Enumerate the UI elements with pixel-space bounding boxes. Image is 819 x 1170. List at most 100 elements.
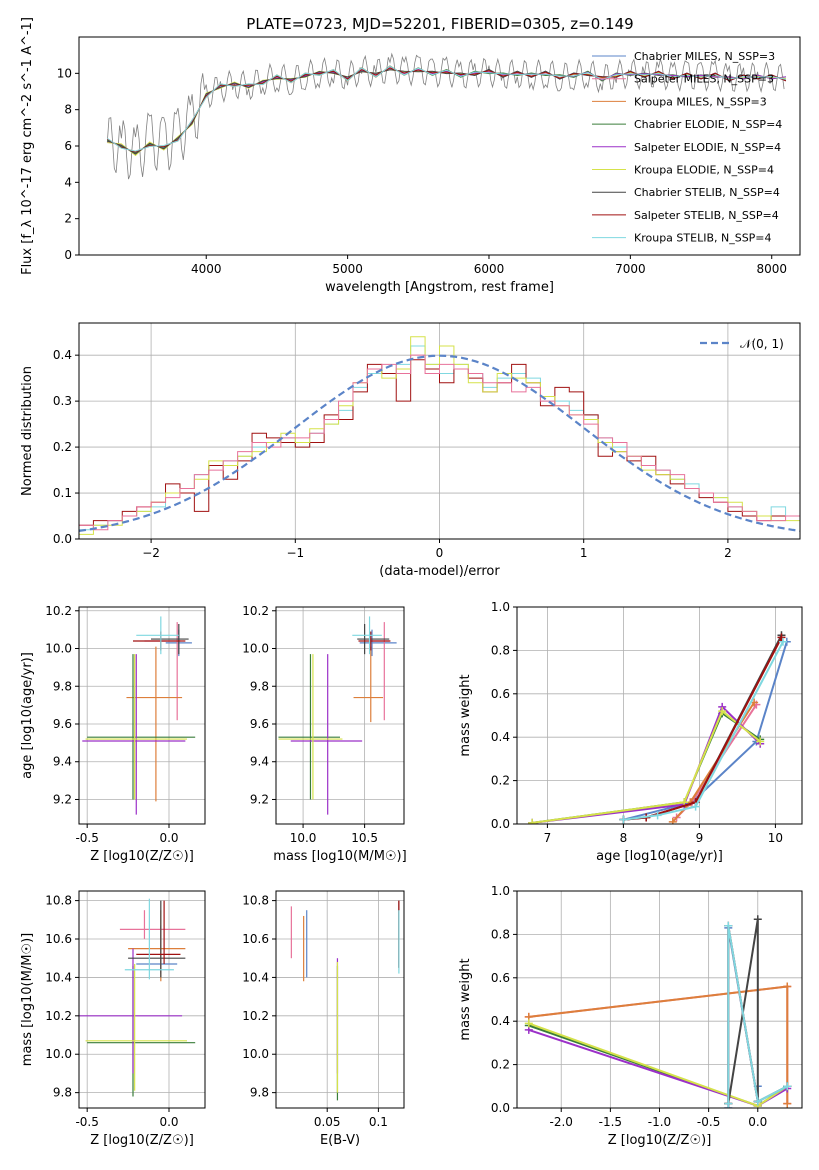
x-tick-label: 5000 — [332, 262, 363, 276]
y-tick-label: 10.8 — [242, 894, 269, 908]
ticks: 10.0 10.5 9.2 9.4 9.6 9.8 10.0 10.2 — [242, 604, 378, 845]
series-marker — [783, 1099, 792, 1108]
legend-label: Kroupa MILES, N_SSP=3 — [634, 95, 767, 108]
panel-mass_vs_Z: -0.5 0.0 9.8 10.0 10.2 10.4 10.6 10.8 Z [log10(Z… — [20, 890, 206, 1148]
y-tick-label: 9.4 — [53, 755, 72, 769]
series-marker — [783, 982, 792, 991]
x-tick-label: 8000 — [756, 262, 787, 276]
series-line — [532, 705, 761, 824]
legend-label: Chabrier ELODIE, N_SSP=4 — [634, 118, 782, 131]
ticks: 0.05 0.1 9.8 10.0 10.2 10.4 10.6 10.8 — [242, 894, 388, 1129]
x-tick-label: 9 — [696, 831, 704, 845]
y-tick-label: 0.2 — [53, 440, 72, 454]
y-tick-label: 1.0 — [491, 600, 510, 614]
y-tick-label: 10.8 — [45, 894, 72, 908]
x-axis-label: wavelength [Angstrom, rest frame] — [325, 280, 554, 295]
series-marker — [756, 737, 765, 746]
x-tick-label: 10.0 — [290, 831, 317, 845]
y-tick-label: 6 — [64, 139, 72, 153]
plot-area — [79, 336, 800, 539]
y-tick-label: 8 — [64, 103, 72, 117]
x-tick-label: -1.5 — [599, 1115, 622, 1129]
ticks: -0.5 0.0 9.2 9.4 9.6 9.8 10.0 10.2 — [45, 604, 178, 845]
y-tick-label: 9.4 — [250, 755, 269, 769]
y-tick-label: 10 — [57, 66, 72, 80]
plot-area — [524, 915, 792, 1108]
y-tick-label: 0.0 — [491, 817, 510, 831]
series-marker — [691, 802, 700, 811]
data-series-line — [106, 52, 785, 180]
y-tick-label: 9.8 — [250, 1086, 269, 1100]
y-tick-label: 10.0 — [45, 642, 72, 656]
x-axis-label: Z [log10(Z/Z☉)] — [608, 1133, 712, 1148]
y-tick-label: 0.0 — [491, 1101, 510, 1115]
normal-curve — [79, 354, 800, 532]
axes-frame — [275, 890, 405, 1109]
y-tick-label: 0.4 — [491, 1014, 510, 1028]
series-marker — [524, 1019, 533, 1028]
y-tick-label: 0.3 — [53, 394, 72, 408]
x-tick-label: 0.05 — [314, 1115, 341, 1129]
x-tick-label: 1 — [580, 546, 588, 560]
x-tick-label: 6000 — [474, 262, 505, 276]
legend-label: Salpeter ELODIE, N_SSP=4 — [634, 141, 781, 154]
series-line — [727, 925, 788, 1104]
y-tick-label: 0 — [64, 248, 72, 262]
x-tick-label: 0.0 — [748, 1115, 767, 1129]
y-axis-label: mass [log10(M/M☉)] — [20, 933, 35, 1066]
model-line — [107, 67, 787, 153]
x-tick-label: -1.0 — [648, 1115, 671, 1129]
legend: Chabrier MILES, N_SSP=3 Salpeter MILES, N… — [592, 50, 782, 245]
y-tick-label: 10.6 — [242, 932, 269, 946]
x-tick-label: 8 — [620, 831, 628, 845]
axes-frame — [78, 890, 206, 1109]
legend-label: Kroupa ELODIE, N_SSP=4 — [634, 164, 774, 177]
y-tick-label: 9.8 — [53, 679, 72, 693]
panel-mass_vs_ebv: 0.05 0.1 9.8 10.0 10.2 10.4 10.6 10.8 E(B-V) — [242, 890, 405, 1148]
x-tick-label: 0 — [436, 546, 444, 560]
ticks: −2 −1 0 1 2 0.0 0.1 0.2 0.3 0.4 — [53, 348, 732, 560]
x-tick-label: −1 — [286, 546, 304, 560]
series-marker — [619, 815, 628, 824]
ticks: -2.0 -1.5 -1.0 -0.5 0.0 0.0 0.2 0.4 0.6 0.8 1.0 — [491, 884, 767, 1129]
y-tick-label: 9.8 — [53, 1086, 72, 1100]
y-tick-label: 10.4 — [242, 970, 269, 984]
x-axis-label: age [log10(age/yr)] — [596, 849, 723, 864]
y-tick-label: 0.4 — [491, 730, 510, 744]
legend-label: Chabrier STELIB, N_SSP=4 — [634, 186, 780, 199]
y-axis-label: age [log10(age/yr)] — [20, 652, 35, 779]
series-marker — [777, 633, 786, 642]
panel-age_vs_Z: -0.5 0.0 9.2 9.4 9.6 9.8 10.0 10.2 Z [log10(Z/Z☉… — [20, 604, 206, 864]
y-tick-label: 10.0 — [242, 642, 269, 656]
series-marker — [653, 811, 662, 820]
legend-label: Salpeter MILES, N_SSP=3 — [634, 73, 774, 86]
y-tick-label: 0.4 — [53, 348, 72, 362]
axes-frame — [516, 890, 803, 1109]
y-tick-label: 0.8 — [491, 927, 510, 941]
histogram-step — [79, 359, 800, 539]
x-axis-label: E(B-V) — [320, 1133, 360, 1148]
x-tick-label: 10.5 — [351, 831, 378, 845]
panel-massweight_vs_age: 7 8 9 10 0.0 0.2 0.4 0.6 0.8 1.0 age [log10(age/yr… — [458, 600, 803, 864]
y-tick-label: 10.2 — [242, 604, 269, 618]
y-tick-label: 1.0 — [491, 884, 510, 898]
series-marker — [779, 637, 787, 646]
y-tick-label: 0.0 — [53, 532, 72, 546]
y-tick-label: 10.2 — [242, 1009, 269, 1023]
figure-title: PLATE=0723, MJD=52201, FIBERID=0305, z=0… — [246, 15, 633, 33]
y-tick-label: 9.6 — [53, 717, 72, 731]
y-tick-label: 2 — [64, 212, 72, 226]
plot-area — [106, 52, 787, 180]
plot-area — [278, 616, 397, 815]
y-axis-label: Normed distribution — [20, 366, 35, 496]
legend: 𝒩(0, 1) — [700, 337, 784, 351]
axes-frame — [78, 36, 801, 256]
y-tick-label: 0.2 — [491, 1058, 510, 1072]
y-tick-label: 0.6 — [491, 971, 510, 985]
x-axis-label: Z [log10(Z/Z☉)] — [90, 1133, 194, 1148]
series-line — [727, 919, 788, 1104]
y-tick-label: 0.6 — [491, 687, 510, 701]
x-tick-label: 7 — [544, 831, 552, 845]
series-marker — [753, 1097, 762, 1106]
